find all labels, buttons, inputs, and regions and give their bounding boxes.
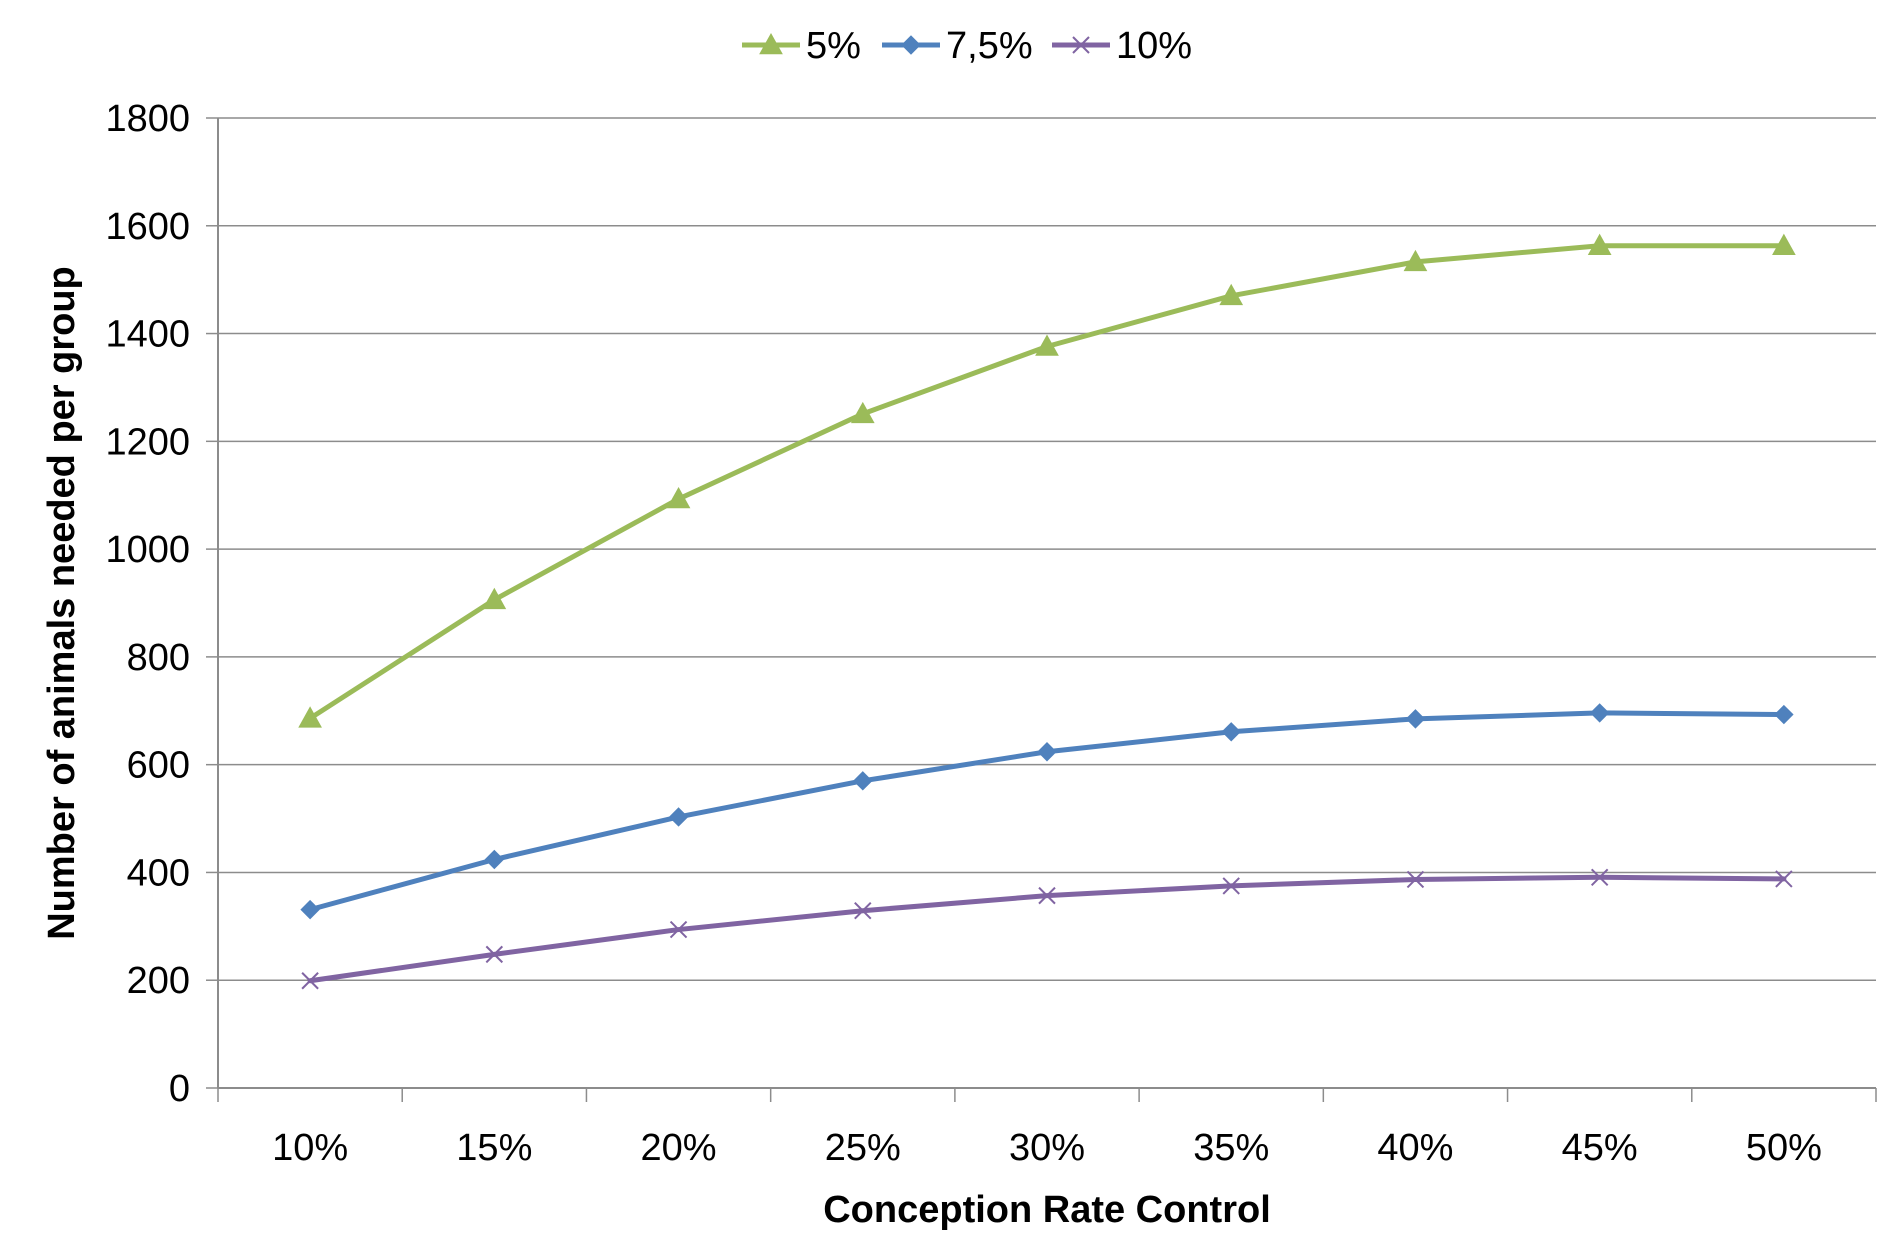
data-point-marker — [1403, 249, 1428, 272]
legend: 5% 7,5% 10% — [742, 25, 1192, 67]
data-point-marker — [1775, 870, 1793, 888]
y-tick-label: 600 — [127, 745, 190, 787]
data-point-marker — [484, 849, 505, 870]
data-point-marker — [1072, 36, 1090, 54]
x-tick-label: 25% — [825, 1127, 901, 1169]
data-point-marker — [668, 807, 689, 827]
data-point-marker — [1219, 283, 1244, 306]
legend-label: 7,5% — [946, 25, 1033, 67]
x-tick-label: 35% — [1193, 1127, 1269, 1169]
y-axis-ticks: 0 200 400 600 800 1000 1200 1400 1600 1800 — [105, 98, 218, 1110]
x-tick-label: 40% — [1377, 1127, 1453, 1169]
y-axis-title: Number of animals needed per group — [41, 266, 83, 940]
x-tick-label: 15% — [456, 1127, 532, 1169]
data-point-marker — [1590, 868, 1609, 887]
x-tick-label: 50% — [1746, 1127, 1822, 1169]
series-2 — [300, 703, 1794, 920]
data-point-marker — [482, 587, 507, 610]
data-point-marker — [759, 32, 783, 55]
data-point-marker — [853, 771, 873, 791]
y-tick-label: 0 — [169, 1068, 190, 1110]
series-3 — [301, 868, 1793, 990]
data-point-marker — [1587, 233, 1612, 256]
data-point-marker — [1037, 742, 1057, 762]
data-point-marker — [1405, 709, 1426, 729]
legend-label: 10% — [1116, 25, 1192, 67]
data-point-marker — [854, 901, 872, 920]
series-line — [307, 874, 1787, 984]
y-tick-label: 400 — [127, 852, 190, 894]
data-point-marker — [1774, 704, 1794, 725]
y-tick-label: 1400 — [105, 314, 190, 356]
legend-label: 5% — [806, 25, 861, 67]
x-axis-ticks: 10% 15% 20% 25% 30% 35% 40% 45% 50% — [217, 1088, 1877, 1169]
data-point-marker — [1406, 870, 1425, 889]
data-point-marker — [1589, 703, 1610, 723]
axes — [217, 118, 1876, 1089]
data-point-marker — [300, 899, 320, 920]
data-point-marker — [669, 920, 688, 939]
y-tick-label: 1600 — [105, 206, 190, 248]
x-tick-label: 30% — [1009, 1127, 1085, 1169]
y-tick-label: 1000 — [105, 529, 190, 571]
data-point-marker — [485, 945, 504, 964]
x-axis-title: Conception Rate Control — [823, 1189, 1271, 1231]
x-tick-label: 20% — [641, 1127, 717, 1169]
legend-item: 7,5% — [882, 25, 1033, 67]
y-tick-label: 200 — [127, 960, 190, 1002]
data-point-marker — [1038, 886, 1056, 905]
data-point-marker — [298, 706, 322, 728]
y-tick-label: 800 — [127, 637, 190, 679]
data-point-marker — [1222, 877, 1240, 895]
data-point-marker — [1772, 233, 1796, 256]
y-tick-label: 1800 — [105, 98, 190, 140]
legend-item: 5% — [742, 25, 861, 67]
data-point-marker — [901, 35, 921, 55]
series-1 — [298, 233, 1796, 728]
legend-item: 10% — [1052, 25, 1192, 67]
gridlines — [218, 117, 1876, 981]
data-point-marker — [1035, 334, 1059, 356]
data-point-marker — [1221, 722, 1241, 742]
data-point-marker — [666, 486, 691, 509]
y-tick-label: 1200 — [105, 421, 190, 463]
series-layer — [298, 233, 1796, 990]
data-point-marker — [850, 401, 875, 424]
x-tick-label: 45% — [1562, 1127, 1638, 1169]
series-line — [307, 243, 1787, 721]
x-tick-label: 10% — [272, 1127, 348, 1169]
data-point-marker — [301, 972, 319, 990]
